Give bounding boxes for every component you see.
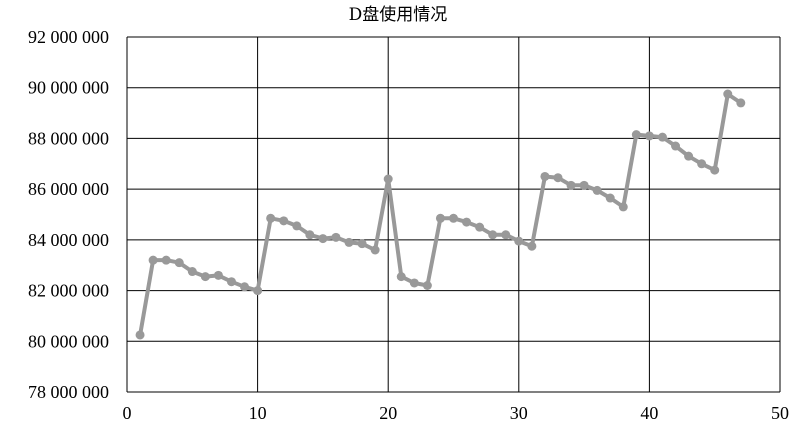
data-point [710, 165, 720, 175]
data-point [240, 282, 250, 292]
data-point [684, 151, 694, 161]
data-point [592, 185, 602, 195]
data-point [200, 272, 210, 282]
data-point [501, 230, 511, 240]
chart-title: D盘使用情况 [349, 4, 448, 25]
data-point [305, 230, 315, 240]
x-tick-label: 30 [510, 403, 528, 423]
data-point [318, 234, 328, 244]
grid [126, 36, 781, 393]
data-point [370, 245, 380, 255]
data-point [514, 236, 524, 246]
y-tick-label: 92 000 000 [28, 27, 109, 47]
data-point [605, 193, 615, 203]
data-point [292, 221, 302, 231]
x-axis-tick-labels: 0 10 20 30 40 50 [123, 403, 790, 423]
data-point [644, 131, 654, 141]
x-tick-label: 50 [771, 403, 789, 423]
y-tick-label: 82 000 000 [28, 281, 109, 301]
data-point [344, 237, 354, 247]
data-point [266, 213, 276, 223]
data-point [135, 330, 145, 340]
x-tick-label: 40 [640, 403, 658, 423]
y-tick-label: 78 000 000 [28, 382, 109, 402]
data-point [253, 286, 263, 296]
y-axis-tick-labels: 78 000 000 80 000 000 82 000 000 84 000 000… [28, 27, 109, 402]
data-point [148, 255, 158, 265]
y-tick-label: 90 000 000 [28, 78, 109, 98]
data-point [671, 141, 681, 151]
data-point [462, 217, 472, 227]
x-tick-label: 10 [249, 403, 267, 423]
data-point [631, 130, 641, 140]
y-tick-label: 88 000 000 [28, 128, 109, 148]
y-tick-label: 84 000 000 [28, 230, 109, 250]
data-point [527, 241, 537, 251]
data-point [213, 270, 223, 280]
data-point [331, 232, 341, 242]
data-point [475, 222, 485, 232]
data-point [383, 174, 393, 184]
data-point [618, 202, 628, 212]
data-point [488, 230, 498, 240]
data-point [174, 258, 184, 268]
series [135, 89, 746, 340]
data-point [357, 239, 367, 249]
data-point [422, 281, 432, 290]
data-point [226, 277, 236, 287]
data-point [449, 213, 458, 223]
data-point [279, 216, 289, 226]
x-tick-label: 20 [379, 403, 397, 423]
data-point [161, 255, 171, 265]
data-point [579, 180, 589, 190]
data-point [736, 98, 746, 108]
y-tick-label: 86 000 000 [28, 179, 109, 199]
data-point [566, 180, 576, 190]
data-point [697, 159, 707, 169]
data-point [540, 171, 550, 181]
y-tick-label: 80 000 000 [28, 331, 109, 351]
data-point [723, 89, 733, 99]
data-point [435, 213, 445, 223]
data-point [553, 173, 563, 183]
data-point [187, 267, 197, 277]
data-point [409, 278, 419, 288]
x-tick-label: 0 [123, 403, 132, 423]
data-point [657, 132, 667, 142]
data-point [396, 272, 406, 282]
